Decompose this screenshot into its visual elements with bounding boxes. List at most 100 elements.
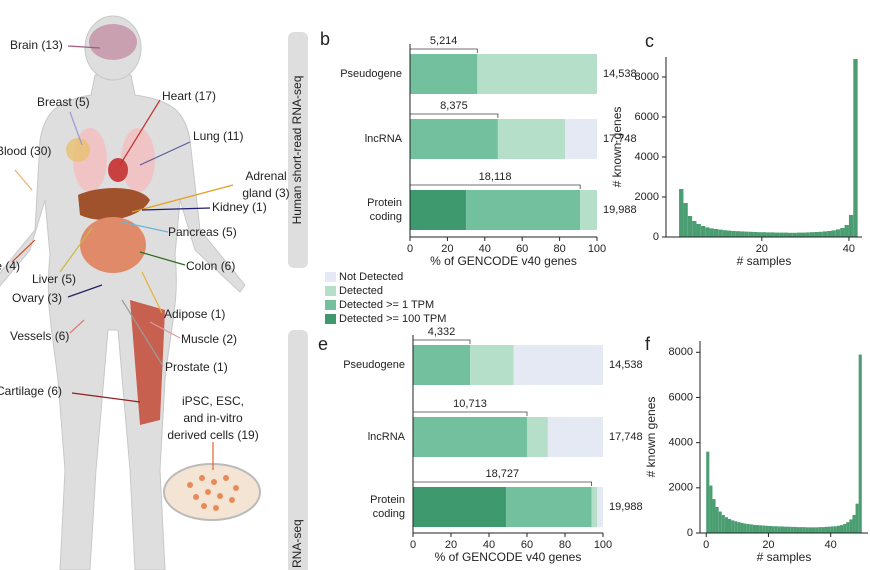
histogram-bar — [753, 232, 758, 237]
histogram-bar — [762, 525, 766, 533]
histogram-bar — [808, 527, 812, 533]
bracket-label: 18,727 — [485, 468, 519, 480]
total-label: 17,748 — [603, 133, 637, 145]
bar-segment — [413, 417, 527, 457]
legend-label: Detected >= 1 TPM — [339, 299, 434, 311]
y-axis-label: # known genes — [644, 397, 658, 478]
category-label: Protein coding — [367, 197, 402, 223]
muscle — [130, 300, 165, 425]
histogram-bar — [774, 232, 780, 237]
histogram-bar — [737, 522, 741, 533]
leader-line — [71, 392, 141, 403]
bar-segment — [477, 54, 597, 94]
x-tick-label: 100 — [588, 243, 606, 255]
histogram-bar — [818, 527, 822, 533]
bar-segment — [580, 190, 597, 230]
x-tick-label: 100 — [594, 539, 612, 551]
histogram-bar — [799, 527, 803, 533]
bracket-label: 5,214 — [430, 35, 458, 47]
histogram-bar — [766, 232, 771, 237]
histogram-bar — [787, 526, 791, 533]
histogram-bar — [746, 523, 750, 533]
anatomy-label: gland (3) — [242, 186, 289, 200]
x-tick-label: 80 — [559, 539, 571, 551]
histogram-bar — [735, 231, 741, 237]
histogram-bar — [743, 523, 747, 533]
bar-segment — [413, 345, 470, 385]
bar-segment — [547, 417, 603, 457]
anatomy-label: Cartilage (6) — [0, 384, 62, 398]
leader-line — [131, 184, 234, 213]
x-tick-label: 40 — [843, 243, 855, 255]
bracket-label: 18,118 — [479, 171, 512, 183]
histogram-bar — [679, 189, 684, 237]
histogram-bar — [683, 203, 688, 237]
anatomy-label: Pancreas (5) — [168, 225, 237, 239]
x-tick-label: 0 — [703, 539, 709, 551]
histogram-bar — [713, 229, 719, 237]
anatomy-label: iPSC, ESC, — [182, 394, 244, 408]
histogram-bar — [779, 232, 784, 237]
leader-line — [149, 321, 181, 339]
histogram-bar — [801, 232, 806, 237]
histogram-bar — [787, 232, 793, 237]
leader-line — [119, 99, 161, 166]
bar-segment — [413, 487, 507, 527]
histogram-bar — [759, 525, 763, 533]
histogram-bar — [696, 224, 701, 237]
histogram-bar — [774, 526, 778, 533]
histogram-bar — [709, 228, 714, 237]
legend-swatch — [325, 300, 336, 310]
brain — [89, 24, 137, 60]
histogram-bar — [749, 524, 753, 533]
bracket — [409, 48, 478, 53]
histogram-bar — [756, 525, 760, 533]
category-label: Protein coding — [370, 494, 405, 520]
histogram-bar — [792, 232, 797, 237]
histogram-bar — [721, 514, 725, 533]
anatomy-label: Bone (4) — [0, 259, 20, 273]
panel-letter: f — [645, 334, 651, 354]
anatomy-label: Prostate (1) — [165, 360, 228, 374]
leader-line — [141, 271, 163, 314]
histogram-bar — [715, 507, 719, 533]
y-tick-label: 6000 — [669, 391, 693, 403]
histogram-bar — [722, 230, 727, 237]
y-tick-label: 2000 — [635, 191, 659, 203]
panel-letter: e — [318, 334, 328, 354]
bracket-label: 8,375 — [440, 100, 468, 112]
bar-segment — [466, 190, 581, 230]
anatomy-label: Heart (17) — [162, 89, 216, 103]
total-label: 14,538 — [603, 68, 637, 80]
y-tick-label: 4000 — [635, 151, 659, 163]
total-label: 14,538 — [609, 359, 643, 371]
anatomy-label: Kidney (1) — [212, 200, 267, 214]
x-tick-label: 20 — [441, 243, 453, 255]
breast — [66, 138, 90, 162]
anatomy-label: Muscle (2) — [181, 332, 237, 346]
bar-segment — [591, 487, 598, 527]
x-tick-label: 20 — [445, 539, 457, 551]
histogram-bar — [824, 526, 828, 533]
category-label: lncRNA — [368, 431, 406, 443]
histogram-bar — [770, 232, 775, 237]
histogram-bar — [740, 522, 744, 533]
legend-label: Detected — [339, 285, 383, 297]
histogram-bar — [814, 232, 819, 237]
legend-swatch — [325, 272, 336, 282]
histogram-bar — [793, 526, 797, 533]
histogram-bar — [858, 354, 862, 533]
anatomy-label: Vessels (6) — [10, 329, 69, 343]
histogram-bar — [827, 526, 831, 533]
side-label: Human short-read RNA-seq — [290, 76, 304, 225]
histogram-bar — [692, 221, 697, 237]
x-tick-label: 60 — [521, 539, 533, 551]
histogram-bar — [843, 523, 847, 533]
legend-label: Not Detected — [339, 271, 403, 283]
legend-swatch — [325, 286, 336, 296]
y-tick-label: 0 — [653, 231, 659, 243]
leader-line — [59, 227, 93, 273]
histogram-bar — [718, 511, 722, 533]
bar-segment — [410, 190, 467, 230]
